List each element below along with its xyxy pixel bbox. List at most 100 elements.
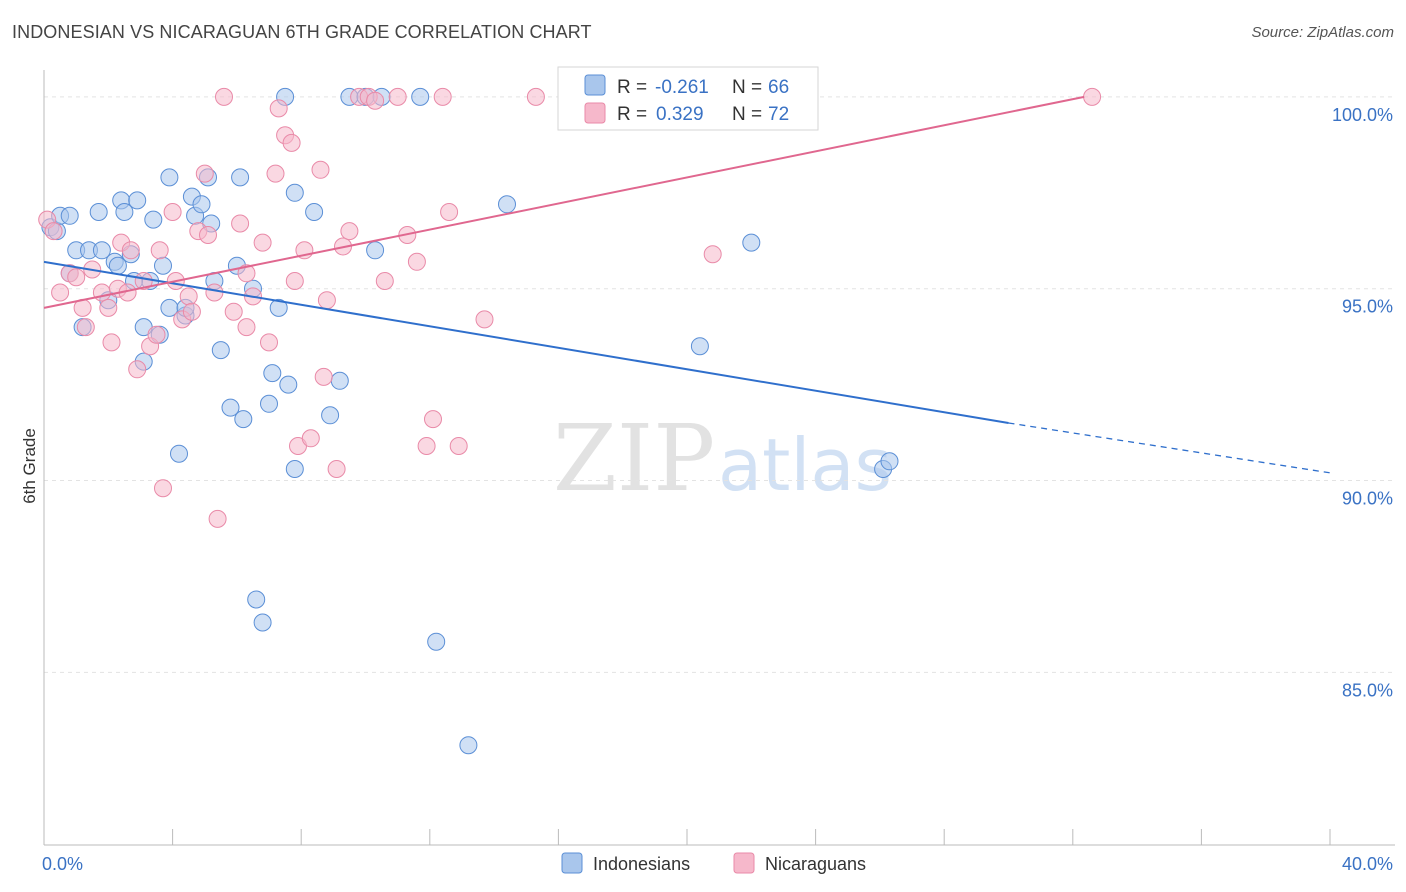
nicaraguan-point: [388, 87, 407, 106]
nicaraguan-point: [102, 333, 121, 352]
indonesian-point: [427, 632, 446, 651]
indonesian-point: [285, 460, 304, 478]
nicaraguan-point: [285, 272, 304, 290]
indonesian-point: [498, 195, 516, 214]
nicaraguan-point: [44, 222, 63, 241]
axes: [43, 70, 1395, 846]
nicaraguan-point: [440, 203, 459, 221]
nicaraguan-point: [150, 241, 169, 260]
nicaraguan-point: [208, 509, 227, 528]
nicaraguan-point: [266, 164, 285, 183]
trend-lines: [43, 95, 1331, 474]
indonesians-trend-extension: [1008, 422, 1331, 474]
nicaraguan-point: [231, 214, 250, 233]
nicaraguan-point: [260, 333, 278, 352]
nicaraguan-point: [340, 222, 359, 241]
nicaraguan-point: [92, 283, 111, 302]
nicaraguan-point: [182, 302, 201, 321]
indonesian-point: [253, 613, 272, 632]
nicaraguan-point: [215, 87, 233, 106]
nicaraguan-point: [224, 302, 243, 321]
nicaraguan-point: [154, 479, 172, 498]
y-tick-label: 100.0%: [1332, 105, 1393, 125]
indonesian-point: [742, 233, 761, 252]
indonesian-point: [221, 398, 240, 417]
indonesian-point: [160, 168, 179, 187]
nicaraguan-point: [195, 164, 214, 183]
nicaraguan-point: [121, 241, 140, 260]
watermark-zip: ZIP: [553, 405, 715, 512]
nicaraguan-point: [327, 460, 346, 478]
legend-n-label-1: N =: [732, 77, 762, 98]
watermark-atlas: atlas: [718, 423, 892, 507]
y-tick-label: 85.0%: [1342, 680, 1393, 700]
nicaraguan-point: [311, 160, 330, 179]
indonesian-point: [260, 394, 278, 413]
legend-swatch-blue: [584, 74, 606, 96]
nicaraguan-point: [67, 268, 86, 287]
tick-labels: 85.0% 90.0% 95.0% 100.0% 0.0% 40.0%: [42, 105, 1393, 874]
nicaraguan-point: [375, 272, 394, 290]
nicaraguan-point: [417, 437, 436, 455]
nicaraguan-point: [199, 226, 217, 244]
nicaraguan-point: [51, 283, 70, 302]
nicaraguan-point: [179, 287, 198, 306]
indonesian-point: [231, 168, 250, 187]
indonesian-point: [128, 191, 147, 210]
indonesian-point: [60, 206, 79, 225]
indonesian-point: [89, 203, 108, 221]
nicaraguans-trend-line: [43, 95, 1085, 309]
nicaraguan-point: [253, 233, 272, 252]
nicaraguan-point: [526, 87, 545, 106]
indonesian-point: [366, 241, 385, 260]
legend-n-label-2: N =: [732, 104, 762, 125]
nicaraguan-point: [99, 298, 118, 317]
indonesian-point: [305, 203, 324, 221]
series-swatch-indonesians: [561, 852, 583, 874]
indonesian-point: [170, 444, 188, 463]
nicaraguan-point: [433, 87, 452, 106]
y-axis-title: 6th Grade: [20, 428, 39, 504]
nicaraguan-point: [237, 264, 256, 283]
nicaraguan-point: [269, 99, 288, 118]
source-credit: Source: ZipAtlas.com: [1251, 24, 1394, 41]
indonesian-point: [690, 337, 709, 356]
indonesian-point: [330, 371, 349, 390]
indonesian-point: [115, 203, 134, 221]
stats-legend: R = -0.261 N = 66 R = 0.329 N = 72: [557, 66, 819, 131]
legend-n-value-1: 66: [768, 77, 789, 98]
nicaraguan-point: [424, 410, 442, 429]
chart-title: INDONESIAN VS NICARAGUAN 6TH GRADE CORRE…: [12, 22, 592, 42]
y-tick-label: 95.0%: [1342, 297, 1393, 317]
indonesian-point: [285, 183, 304, 202]
nicaraguans-points: [38, 87, 1102, 528]
indonesian-point: [192, 195, 211, 214]
indonesian-point: [154, 256, 172, 275]
nicaraguan-point: [407, 252, 426, 271]
nicaraguan-point: [301, 429, 320, 448]
indonesian-point: [234, 410, 253, 429]
indonesian-point: [279, 375, 298, 394]
indonesian-point: [263, 364, 282, 383]
indonesian-point: [92, 241, 111, 260]
nicaraguan-point: [134, 272, 153, 290]
nicaraguan-point: [703, 245, 722, 264]
y-tick-label: 90.0%: [1342, 489, 1393, 509]
x-tick-label: 40.0%: [1342, 854, 1393, 874]
indonesian-point: [880, 452, 899, 471]
series-label-nicaraguans: Nicaraguans: [765, 854, 866, 874]
indonesian-point: [247, 590, 266, 609]
nicaraguan-point: [237, 318, 256, 337]
legend-swatch-pink: [584, 102, 606, 124]
series-legend: Indonesians Nicaraguans: [561, 852, 866, 874]
indonesian-point: [411, 87, 430, 106]
indonesian-point: [269, 298, 288, 317]
series-label-indonesians: Indonesians: [593, 854, 690, 874]
nicaraguan-point: [314, 367, 333, 386]
nicaraguan-point: [317, 291, 336, 310]
indonesians-trend-line: [43, 260, 1009, 424]
legend-r-value-1: -0.261: [655, 77, 709, 98]
nicaraguan-point: [366, 91, 385, 110]
nicaraguan-point: [1083, 87, 1102, 106]
